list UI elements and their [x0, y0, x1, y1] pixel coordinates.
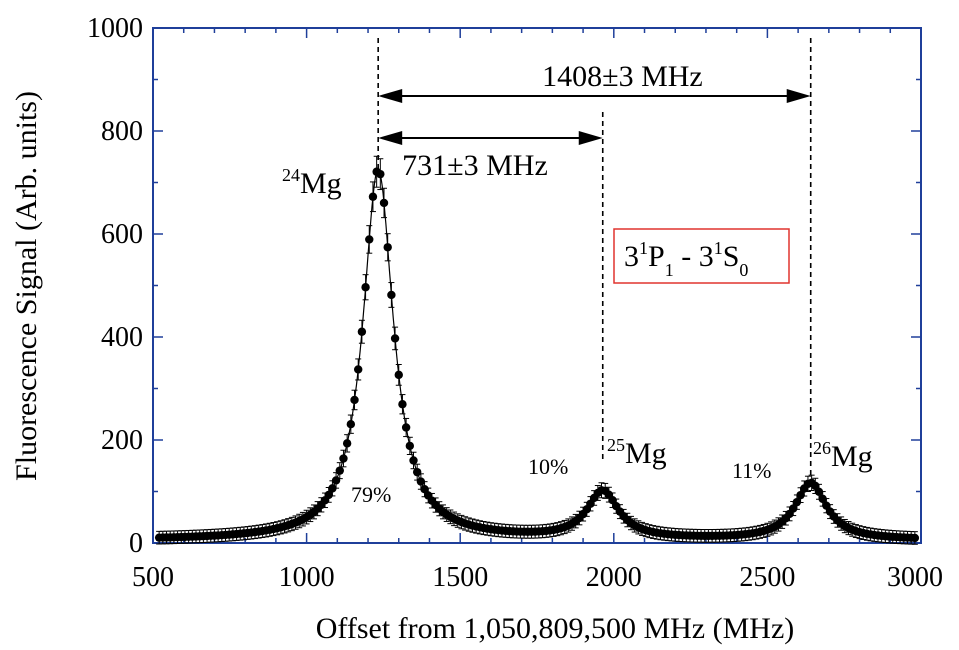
x-tick-label: 500: [132, 562, 174, 593]
data-point: [796, 490, 805, 500]
data-point: [405, 441, 415, 451]
upper-level-sup: 1: [639, 238, 648, 258]
spacing-731-label: 731±3 MHz: [402, 149, 548, 182]
data-point: [331, 476, 341, 485]
x-tick-label: 2500: [739, 562, 795, 593]
axis-ticks: [152, 27, 922, 544]
data-point: [401, 423, 411, 432]
lower-level-letter: S: [723, 240, 740, 273]
data-point: [354, 365, 363, 374]
arrow-head-left: [378, 89, 403, 103]
data-point: [789, 504, 798, 513]
arrow-head-right: [578, 131, 603, 145]
data-point: [412, 467, 422, 477]
data-point: [339, 454, 348, 463]
data-point: [379, 198, 389, 208]
data-point: [342, 439, 352, 448]
y-tick-label: 600: [101, 219, 143, 250]
data-point: [420, 484, 429, 494]
data-point: [350, 395, 359, 405]
y-tick-label: 200: [101, 425, 143, 456]
x-tick-label: 2000: [586, 562, 642, 593]
data-point: [792, 497, 802, 507]
arrow-head-left: [378, 131, 403, 145]
data-point: [814, 487, 824, 496]
upper-level-sub: 1: [665, 260, 674, 280]
upper-level-lead: 3: [624, 240, 639, 273]
data-point: [324, 490, 333, 500]
data-point: [910, 533, 920, 543]
upper-level-letter: P: [648, 240, 665, 273]
isotope-element-26: Mg: [831, 440, 873, 473]
lower-level-lead: 3: [699, 240, 714, 273]
data-point: [346, 419, 356, 429]
transition-separator: -: [674, 240, 699, 273]
x-tick-label: 1000: [279, 562, 335, 593]
data-point: [387, 290, 396, 300]
transition-box: [613, 228, 790, 284]
spacing-arrows: [378, 89, 811, 145]
data-point: [394, 370, 403, 380]
lower-level-sup: 1: [714, 238, 723, 258]
data-point: [376, 169, 385, 179]
data-point: [409, 456, 418, 465]
data-point: [368, 192, 378, 201]
abundance-25mg: 10%: [528, 454, 568, 479]
isotope-element-25: Mg: [625, 437, 667, 470]
x-axis-label: Offset from 1,050,809,500 MHz (MHz): [316, 612, 795, 645]
data-points: [154, 155, 920, 545]
isotope-label-24mg: 24Mg: [282, 165, 342, 200]
data-point: [357, 327, 367, 336]
abundance-26mg: 11%: [732, 458, 772, 483]
isotope-mass-26: 26: [813, 438, 831, 458]
abundance-24mg: 79%: [351, 482, 391, 507]
data-point: [818, 494, 827, 504]
y-axis-label: Fluorescence Signal (Arb. units): [10, 91, 43, 481]
spacing-1408-label: 1408±3 MHz: [542, 60, 703, 93]
isotope-label-26mg: 26Mg: [813, 438, 873, 473]
isotope-element-24: Mg: [300, 167, 342, 200]
y-tick-label: 0: [129, 528, 143, 559]
y-tick-labels: 0 200 400 600 800 1000: [87, 13, 143, 559]
data-point: [361, 283, 370, 292]
data-point: [416, 477, 426, 486]
lower-level-sub: 0: [739, 260, 748, 280]
y-tick-label: 400: [101, 322, 143, 353]
data-point: [328, 484, 337, 493]
arrow-head-right: [786, 89, 811, 103]
data-point: [335, 466, 344, 475]
x-tick-label: 1500: [432, 562, 488, 593]
isotope-mass-25: 25: [607, 435, 625, 455]
data-point: [365, 235, 374, 244]
isotope-mass-24: 24: [282, 165, 300, 185]
y-tick-label: 800: [101, 116, 143, 147]
data-point: [383, 243, 392, 252]
x-tick-labels: 500 1000 1500 2000 2500 3000: [132, 562, 943, 593]
y-tick-label: 1000: [87, 13, 143, 44]
data-point: [390, 334, 400, 343]
isotope-label-25mg: 25Mg: [607, 435, 667, 470]
transition-label: 31P1 - 31S0: [624, 238, 748, 280]
x-tick-label: 3000: [887, 562, 943, 593]
data-point: [398, 400, 407, 409]
